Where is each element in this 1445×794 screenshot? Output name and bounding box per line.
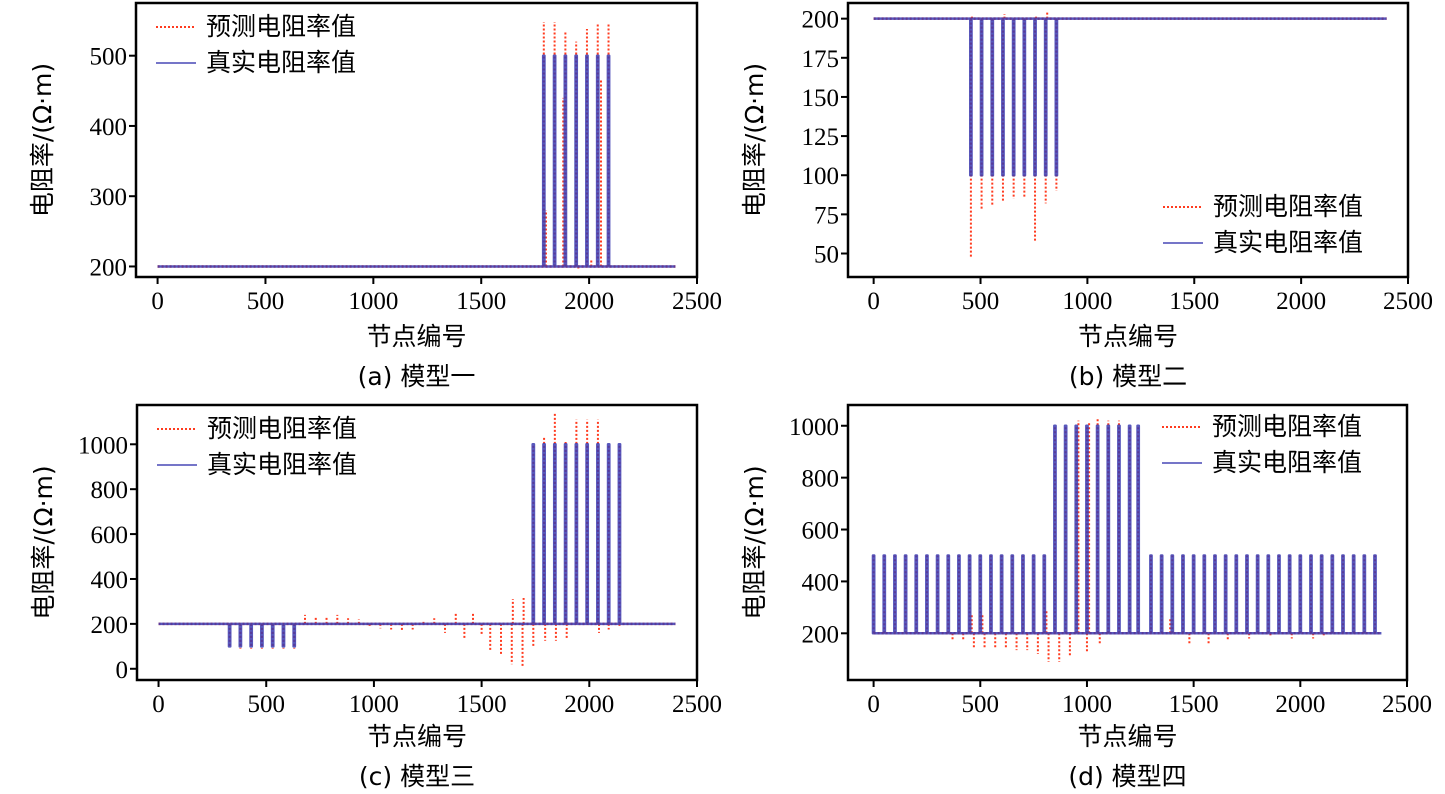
- y-tick-label: 200: [802, 7, 840, 34]
- x-tick-label: 2000: [1275, 691, 1325, 718]
- x-axis-title: 节点编号: [367, 722, 467, 751]
- panel-caption: (a) 模型一: [358, 362, 476, 391]
- x-tick-label: 500: [247, 691, 285, 718]
- x-axis-title: 节点编号: [1077, 722, 1177, 751]
- y-tick-label: 800: [91, 477, 129, 504]
- panel-caption: (d) 模型四: [1068, 762, 1186, 791]
- x-tick-label: 2500: [672, 288, 722, 315]
- y-tick-label: 1000: [78, 432, 128, 459]
- x-axis-title: 节点编号: [1078, 322, 1178, 351]
- x-tick-label: 0: [867, 288, 880, 315]
- y-tick-label: 200: [90, 254, 128, 281]
- series-true: [873, 17, 1387, 177]
- x-tick-label: 1000: [1062, 288, 1112, 315]
- y-axis-title: 电阻率/(Ω·m): [740, 465, 769, 619]
- plot-area: [846, 1, 1410, 279]
- x-tick-label: 2000: [564, 691, 614, 718]
- y-tick-label: 600: [91, 522, 129, 549]
- y-tick-label: 1000: [789, 414, 839, 441]
- x-tick-label: 0: [867, 691, 880, 718]
- x-tick-label: 500: [247, 288, 285, 315]
- legend-label: 预测电阻率值: [1212, 412, 1362, 441]
- y-tick-label: 200: [802, 621, 840, 648]
- x-tick-label: 0: [151, 288, 164, 315]
- legend-label: 预测电阻率值: [207, 414, 357, 443]
- y-axis-title: 电阻率/(Ω·m): [29, 465, 58, 619]
- y-tick-label: 400: [91, 567, 129, 594]
- y-tick-label: 800: [802, 466, 840, 493]
- legend-label: 真实电阻率值: [1213, 228, 1363, 257]
- chart-panel-d: 0 500 1000 1500 2000 2500 200 400 600 800 1000 节点编号…: [740, 403, 1432, 791]
- legend-label: 预测电阻率值: [206, 12, 356, 41]
- x-tick-label: 2500: [1383, 288, 1433, 315]
- x-tick-label: 2500: [672, 691, 722, 718]
- x-tick-label: 1000: [348, 288, 398, 315]
- y-tick-label: 100: [802, 163, 840, 190]
- x-tick-label: 1500: [1169, 691, 1219, 718]
- x-tick-label: 2500: [1382, 691, 1432, 718]
- y-tick-label: 400: [802, 569, 840, 596]
- y-tick-label: 150: [802, 85, 840, 112]
- panel-caption: (c) 模型三: [359, 762, 475, 791]
- x-tick-label: 1000: [349, 691, 399, 718]
- legend-label: 真实电阻率值: [206, 48, 356, 77]
- x-tick-label: 1500: [457, 691, 507, 718]
- x-tick-label: 1500: [456, 288, 506, 315]
- x-tick-label: 2000: [564, 288, 614, 315]
- x-tick-label: 500: [962, 691, 1000, 718]
- y-tick-label: 0: [116, 657, 129, 684]
- plot-area: [135, 403, 699, 682]
- x-tick-label: 500: [962, 288, 1000, 315]
- y-tick-label: 200: [91, 612, 129, 639]
- chart-panel-a: 0 500 1000 1500 2000 2500 200 300 400 500 节点编号 电阻率/…: [28, 1, 722, 391]
- x-tick-label: 1500: [1169, 288, 1219, 315]
- x-tick-label: 0: [152, 691, 165, 718]
- y-axis-title: 电阻率/(Ω·m): [28, 63, 57, 217]
- y-tick-label: 175: [802, 46, 840, 73]
- chart-panel-c: 0 500 1000 1500 2000 2500 0 200 400 600 800 1000 节点编…: [29, 403, 722, 791]
- y-tick-label: 300: [90, 184, 128, 211]
- series-true: [157, 54, 676, 268]
- plot-area: [134, 1, 699, 279]
- legend-label: 预测电阻率值: [1213, 192, 1363, 221]
- x-tick-label: 2000: [1276, 288, 1326, 315]
- y-tick-label: 50: [814, 242, 839, 269]
- y-tick-label: 125: [802, 124, 840, 151]
- series-true: [158, 443, 676, 648]
- series-true: [871, 424, 1382, 635]
- y-tick-label: 75: [814, 202, 839, 229]
- legend-label: 真实电阻率值: [1212, 448, 1362, 477]
- panel-caption: (b) 模型二: [1069, 362, 1187, 391]
- y-tick-label: 600: [802, 518, 840, 545]
- y-axis-title: 电阻率/(Ω·m): [740, 63, 769, 217]
- x-tick-label: 1000: [1062, 691, 1112, 718]
- x-axis-title: 节点编号: [366, 322, 466, 351]
- legend-label: 真实电阻率值: [207, 450, 357, 479]
- y-tick-label: 400: [90, 114, 128, 141]
- plot-area: [846, 403, 1409, 682]
- y-tick-label: 500: [90, 44, 128, 71]
- chart-panel-b: 0 500 1000 1500 2000 2500 50 75 100 125 150 175 200 节…: [740, 1, 1433, 391]
